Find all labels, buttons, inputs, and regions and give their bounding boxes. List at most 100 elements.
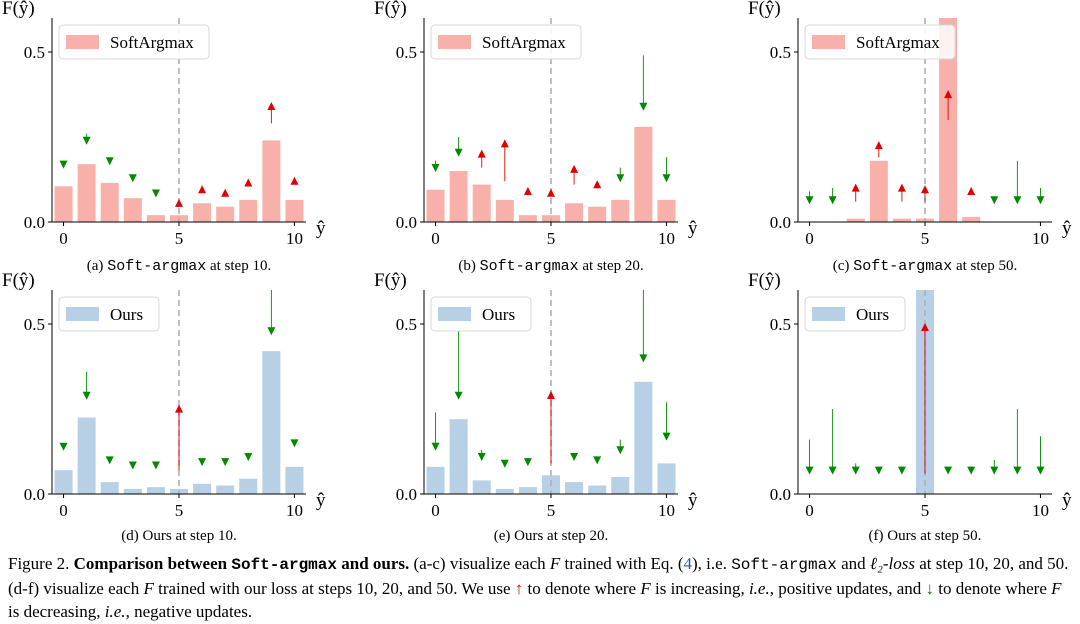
- bar-2: [846, 218, 865, 222]
- update-down-arrow-3: [128, 174, 137, 183]
- bar-8: [611, 477, 630, 494]
- update-up-arrow-4: [897, 183, 906, 202]
- bar-3: [495, 199, 514, 222]
- update-down-arrow-9: [639, 55, 648, 111]
- update-down-arrow-9: [639, 290, 648, 363]
- legend: SoftArgmax: [58, 24, 210, 60]
- chart-panel-1: 0.0 0.5 0 5 10 F(ŷ) ŷ SoftArgmax (a) Soft-argmax…: [2, 0, 326, 275]
- bar-10: [285, 199, 304, 222]
- bar-1: [77, 164, 96, 222]
- x-tick-label: 5: [547, 229, 556, 248]
- y-tick-label: 0.5: [770, 315, 791, 334]
- bar-9: [634, 381, 653, 494]
- x-tick-label: 10: [658, 501, 675, 520]
- y-axis-label: F(ŷ): [2, 270, 35, 291]
- legend-label: SoftArgmax: [482, 33, 566, 52]
- bar-7: [216, 206, 235, 222]
- update-up-arrow-6: [570, 164, 579, 185]
- y-axis-label: F(ŷ): [748, 0, 781, 19]
- subcaption: (d) Ours at step 10.: [121, 528, 236, 544]
- legend-box: [804, 24, 956, 60]
- update-up-arrow-3: [500, 139, 509, 182]
- plot-area: [54, 18, 304, 222]
- update-down-arrow-8: [990, 196, 999, 205]
- update-down-arrow-8: [616, 439, 625, 455]
- update-down-arrow-10: [662, 402, 671, 441]
- bar-7: [588, 206, 607, 222]
- plot-area: [805, 18, 1045, 222]
- bar-8: [611, 199, 630, 222]
- x-axis-label: ŷ: [316, 218, 326, 239]
- x-axis-label: ŷ: [1062, 490, 1072, 511]
- update-down-arrow-1: [454, 137, 463, 157]
- x-tick-label: 0: [59, 229, 68, 248]
- bar-7: [588, 485, 607, 494]
- legend-box: [804, 296, 906, 332]
- bar-8: [239, 199, 258, 222]
- y-axis-label: F(ŷ): [374, 0, 407, 19]
- bar-10: [657, 199, 676, 222]
- bar-0: [54, 470, 73, 494]
- legend-label: Ours: [856, 305, 889, 324]
- x-tick-label: 0: [431, 501, 440, 520]
- update-down-arrow-10: [290, 439, 299, 448]
- update-up-arrow-5: [921, 323, 929, 474]
- bar-9: [262, 140, 281, 222]
- y-tick-label: 0.5: [24, 315, 45, 334]
- down-arrow-icon: ↓: [925, 579, 935, 598]
- update-down-arrow-10: [662, 157, 671, 183]
- bar-1: [449, 171, 468, 222]
- equation-ref-link[interactable]: 4: [683, 554, 693, 573]
- bar-10: [285, 466, 304, 494]
- x-tick-label: 5: [921, 501, 930, 520]
- legend-swatch: [438, 35, 471, 49]
- bar-0: [426, 466, 445, 494]
- x-tick-label: 0: [431, 229, 440, 248]
- x-axis-label: ŷ: [316, 490, 326, 511]
- update-up-arrow-6: [198, 185, 207, 194]
- plot-area: [54, 290, 304, 494]
- x-tick-label: 10: [286, 501, 303, 520]
- x-axis-label: ŷ: [1062, 218, 1072, 239]
- update-down-arrow-6: [944, 466, 953, 475]
- legend-label: SoftArgmax: [110, 33, 194, 52]
- x-tick-label: 5: [921, 229, 930, 248]
- y-tick-label: 0.5: [396, 315, 417, 334]
- figure-label: Figure 2.: [8, 554, 70, 573]
- update-up-arrow-10: [290, 176, 299, 185]
- bar-6: [193, 483, 212, 494]
- bar-8: [239, 478, 258, 494]
- legend-box: [58, 24, 210, 60]
- y-tick-label: 0.0: [396, 213, 417, 232]
- update-down-arrow-8: [616, 167, 625, 183]
- update-down-arrow-4: [523, 458, 532, 467]
- update-down-arrow-4: [151, 461, 160, 470]
- x-tick-label: 10: [1032, 501, 1049, 520]
- legend-label: SoftArgmax: [856, 33, 940, 52]
- update-up-arrow-2: [477, 149, 486, 168]
- x-tick-label: 0: [805, 229, 814, 248]
- x-tick-label: 10: [286, 229, 303, 248]
- update-up-arrow-7: [221, 188, 230, 197]
- update-down-arrow-4: [151, 189, 160, 198]
- bar-1: [449, 419, 468, 494]
- update-down-arrow-2: [105, 157, 114, 166]
- update-up-arrow-5: [175, 404, 183, 471]
- bar-4: [518, 487, 537, 494]
- update-down-arrow-7: [221, 458, 230, 467]
- bar-4: [146, 487, 165, 494]
- bar-2: [100, 482, 119, 494]
- update-down-arrow-6: [570, 453, 579, 461]
- legend-box: [430, 24, 582, 60]
- update-down-arrow-9: [1013, 160, 1022, 205]
- update-down-arrow-1: [82, 371, 91, 400]
- update-up-arrow-5: [547, 188, 555, 197]
- bar-0: [54, 186, 73, 222]
- update-down-arrow-9: [267, 290, 276, 336]
- update-up-arrow-7: [967, 187, 976, 195]
- update-down-arrow-4: [897, 466, 906, 475]
- update-down-arrow-2: [477, 449, 486, 461]
- bar-4: [518, 215, 537, 222]
- update-down-arrow-0: [805, 439, 814, 475]
- update-up-arrow-5: [921, 185, 929, 202]
